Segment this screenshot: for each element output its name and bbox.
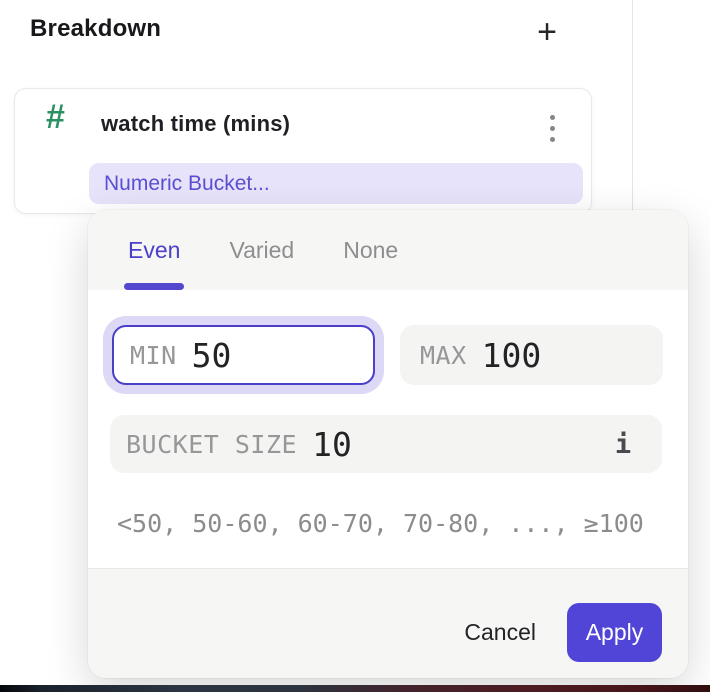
plus-icon: + — [537, 13, 557, 51]
tab-even[interactable]: Even — [123, 210, 185, 290]
bucket-preview-text: <50, 50-60, 60-70, 70-80, ..., ≥100 — [117, 509, 644, 538]
panel-title: Breakdown — [30, 15, 162, 42]
property-menu-button[interactable] — [539, 110, 565, 146]
min-value: 50 — [191, 335, 232, 375]
max-label: MAX — [420, 340, 467, 370]
max-input[interactable]: MAX 100 — [400, 325, 663, 385]
add-breakdown-button[interactable]: + — [528, 12, 566, 52]
cancel-button[interactable]: Cancel — [464, 619, 536, 645]
numeric-bucket-popover: Even Varied None MIN 50 MAX 100 BUCKET S… — [88, 210, 688, 678]
bucket-size-value: 10 — [312, 424, 352, 464]
tab-varied[interactable]: Varied — [229, 210, 294, 290]
bucket-mode-tabs: Even Varied None — [88, 210, 688, 290]
bucket-size-info-button[interactable]: i — [608, 427, 638, 461]
bucket-size-input[interactable]: BUCKET SIZE 10 i — [110, 415, 662, 473]
numeric-bucket-chip[interactable]: Numeric Bucket... — [89, 163, 583, 204]
bucket-size-label: BUCKET SIZE — [126, 429, 298, 459]
min-max-row: MIN 50 MAX 100 — [112, 325, 663, 385]
background-chart-strip — [0, 685, 710, 692]
min-label: MIN — [130, 340, 177, 370]
max-value: 100 — [481, 335, 542, 375]
kebab-menu-icon — [549, 114, 555, 120]
property-name: watch time (mins) — [101, 111, 291, 136]
breakdown-property-card: # watch time (mins) Numeric Bucket... — [14, 88, 592, 214]
info-icon: i — [614, 428, 632, 460]
popover-footer: Cancel Apply — [88, 568, 688, 678]
tab-none[interactable]: None — [343, 210, 398, 290]
apply-button[interactable]: Apply — [567, 603, 662, 662]
min-input[interactable]: MIN 50 — [112, 325, 375, 385]
numeric-property-icon: # — [46, 98, 65, 136]
bucket-chip-label: Numeric Bucket... — [104, 171, 270, 195]
panel-divider — [632, 0, 633, 212]
